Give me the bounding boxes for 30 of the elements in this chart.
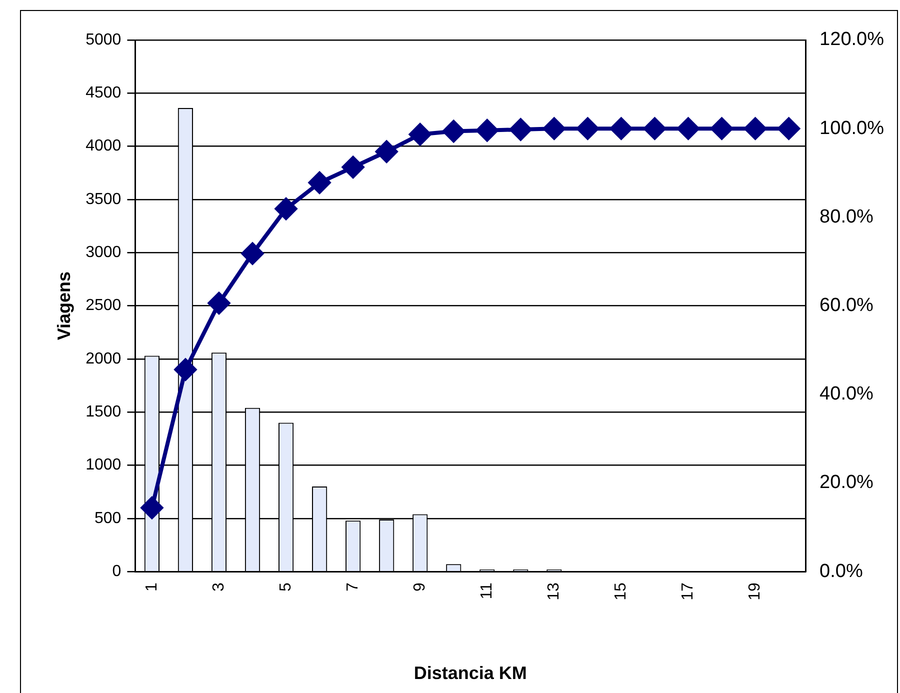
- y-tick-label: 500: [94, 510, 122, 527]
- x-tick-label: 17: [680, 582, 697, 600]
- y2-tick-label: 20.0%: [820, 472, 874, 494]
- y2-tick-label: 120.0%: [820, 29, 884, 50]
- y2-tick-label: 40.0%: [820, 384, 874, 405]
- y-tick-label: 2500: [86, 297, 122, 314]
- y-tick-label: 1000: [86, 456, 122, 474]
- y2-tick-label: 0.0%: [820, 560, 863, 582]
- y2-tick-label: 60.0%: [820, 295, 874, 316]
- y-tick-label: 3500: [86, 190, 122, 208]
- y-tick-label: 0: [112, 563, 122, 580]
- y-tick-label: 2000: [86, 350, 122, 368]
- y2-tick-label: 100.0%: [820, 118, 884, 139]
- x-tick-label: 7: [344, 582, 362, 592]
- x-tick-label: 15: [612, 582, 630, 600]
- x-tick-label: 11: [478, 582, 496, 600]
- y-tick-label: 3000: [86, 244, 122, 262]
- y-tick-label: 4500: [86, 84, 122, 102]
- x-axis-title: Distancia KM: [414, 663, 527, 684]
- x-tick-label: 5: [277, 582, 294, 592]
- y-tick-label: 1500: [86, 404, 122, 421]
- y-tick-label: 5000: [86, 31, 122, 48]
- y-axis-title: Viagens: [54, 271, 74, 340]
- y2-tick-label: 80.0%: [820, 206, 874, 228]
- y-tick-label: 4000: [86, 138, 122, 155]
- x-tick-label: 19: [746, 582, 764, 600]
- x-tick-label: 13: [546, 582, 563, 600]
- x-tick-label: 9: [412, 582, 429, 592]
- x-tick-label: 3: [210, 582, 228, 592]
- x-tick-label: 1: [143, 582, 160, 592]
